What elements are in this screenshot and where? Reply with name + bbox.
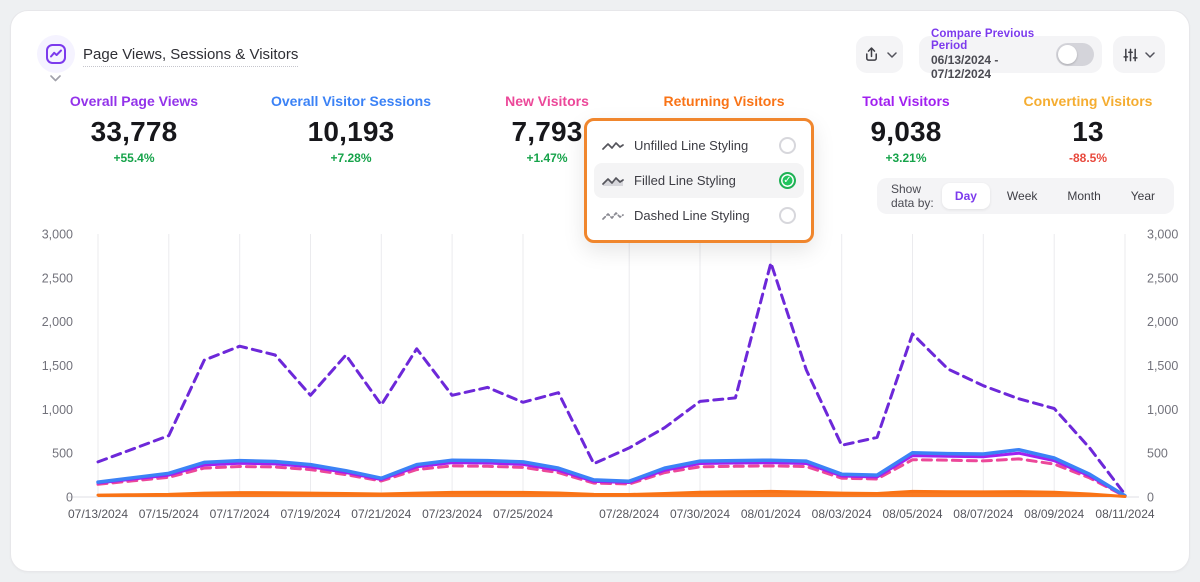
metric-label[interactable]: New Visitors [505,93,589,109]
metric-label[interactable]: Returning Visitors [663,93,785,109]
analytics-widget-card: Page Views, Sessions & Visitors Compare … [10,10,1190,572]
svg-text:3,000: 3,000 [1147,228,1178,242]
svg-text:07/17/2024: 07/17/2024 [210,507,270,521]
page-title: Page Views, Sessions & Visitors [83,46,299,67]
svg-text:08/09/2024: 08/09/2024 [1024,507,1084,521]
svg-text:07/23/2024: 07/23/2024 [422,507,482,521]
metric-value: 33,778 [90,116,178,147]
metric-change: -88.5% [1068,151,1108,165]
svg-text:1,500: 1,500 [42,359,73,373]
granularity-option-day[interactable]: Day [941,183,990,209]
svg-text:08/11/2024: 08/11/2024 [1095,507,1154,521]
radio-unselected-icon[interactable] [779,137,796,154]
svg-text:500: 500 [52,447,73,461]
svg-text:2,000: 2,000 [1147,315,1178,329]
dropdown-item-unfilled-line-styling[interactable]: Unfilled Line Styling [594,128,804,163]
widget-type-button[interactable] [37,35,75,73]
compare-previous-period-control: Compare Previous Period 06/13/2024 - 07/… [919,28,1102,81]
chevron-down-icon [886,51,897,58]
svg-text:08/05/2024: 08/05/2024 [882,507,942,521]
svg-text:07/28/2024: 07/28/2024 [599,507,659,521]
metric-new-visitors: New Visitors 7,793 +1.47% [437,93,657,165]
line-chart[interactable]: 0 0 500 500 1,000 1,000 1,500 1,500 2,000 2,000 2,… [11,216,1200,536]
metric-value: 10,193 [307,116,395,147]
show-data-by-label: Show data by: [891,182,934,210]
compare-date-range: 06/13/2024 - 07/12/2024 [931,53,999,81]
svg-text:08/07/2024: 08/07/2024 [953,507,1013,521]
compare-toggle[interactable] [1056,43,1094,66]
metric-value: 13 [1072,116,1104,147]
metric-change: +1.47% [526,151,568,165]
svg-text:3,000: 3,000 [42,228,73,242]
granularity-option-year[interactable]: Year [1130,189,1155,203]
metric-overall-page-views: Overall Page Views 33,778 +55.4% [24,93,244,165]
line-chart-icon [46,44,66,64]
metric-label[interactable]: Converting Visitors [1023,93,1153,109]
svg-text:07/19/2024: 07/19/2024 [280,507,340,521]
svg-text:07/15/2024: 07/15/2024 [139,507,199,521]
line-styling-dropdown: Unfilled Line Styling Filled Line Stylin… [584,118,814,243]
metric-value: 9,038 [870,116,942,147]
svg-text:2,500: 2,500 [42,271,73,285]
granularity-option-week[interactable]: Week [1006,189,1038,203]
metric-converting-visitors: Converting Visitors 13 -88.5% [978,93,1198,165]
metric-total-visitors: Total Visitors 9,038 +3.21% [796,93,1016,165]
show-data-by-control: Show data by: Day Week Month Year [877,178,1174,214]
radio-unselected-icon[interactable] [779,207,796,224]
share-export-icon [865,47,877,61]
svg-text:07/30/2024: 07/30/2024 [670,507,730,521]
svg-text:07/25/2024: 07/25/2024 [493,507,553,521]
metric-returning-visitors: Returning Visitors [614,93,834,109]
metric-change: +7.28% [330,151,372,165]
dropdown-item-filled-line-styling[interactable]: Filled Line Styling [594,163,804,198]
dropdown-item-dashed-line-styling[interactable]: Dashed Line Styling [594,198,804,233]
svg-text:2,000: 2,000 [42,315,73,329]
dropdown-item-label: Filled Line Styling [634,173,736,188]
compare-label: Compare Previous Period [931,28,1035,52]
svg-text:07/21/2024: 07/21/2024 [351,507,411,521]
svg-text:500: 500 [1147,447,1168,461]
dropdown-item-label: Unfilled Line Styling [634,138,749,153]
export-button[interactable] [856,36,903,73]
metric-label[interactable]: Total Visitors [862,93,950,109]
metric-label[interactable]: Overall Page Views [69,93,199,109]
metric-label[interactable]: Overall Visitor Sessions [270,93,432,109]
filled-line-icon [602,176,624,186]
granularity-option-month[interactable]: Month [1067,189,1101,203]
metric-value: 7,793 [511,116,583,147]
chart-settings-button[interactable] [1113,36,1165,73]
metric-change: +55.4% [113,151,155,165]
svg-text:1,500: 1,500 [1147,359,1178,373]
chevron-down-icon [1145,51,1155,58]
svg-text:0: 0 [66,491,73,505]
sliders-icon [1123,48,1138,61]
svg-text:0: 0 [1147,491,1154,505]
chevron-down-icon[interactable] [50,69,61,87]
dashed-line-icon [602,211,624,220]
svg-text:2,500: 2,500 [1147,271,1178,285]
svg-text:08/01/2024: 08/01/2024 [741,507,801,521]
metric-overall-visitor-sessions: Overall Visitor Sessions 10,193 +7.28% [241,93,461,165]
radio-selected-icon[interactable] [779,172,796,189]
metric-change: +3.21% [885,151,927,165]
unfilled-line-icon [602,141,624,150]
svg-text:07/13/2024: 07/13/2024 [68,507,128,521]
svg-text:1,000: 1,000 [1147,403,1178,417]
svg-text:1,000: 1,000 [42,403,73,417]
toggle-knob [1058,45,1077,64]
dropdown-item-label: Dashed Line Styling [634,208,750,223]
svg-text:08/03/2024: 08/03/2024 [812,507,872,521]
